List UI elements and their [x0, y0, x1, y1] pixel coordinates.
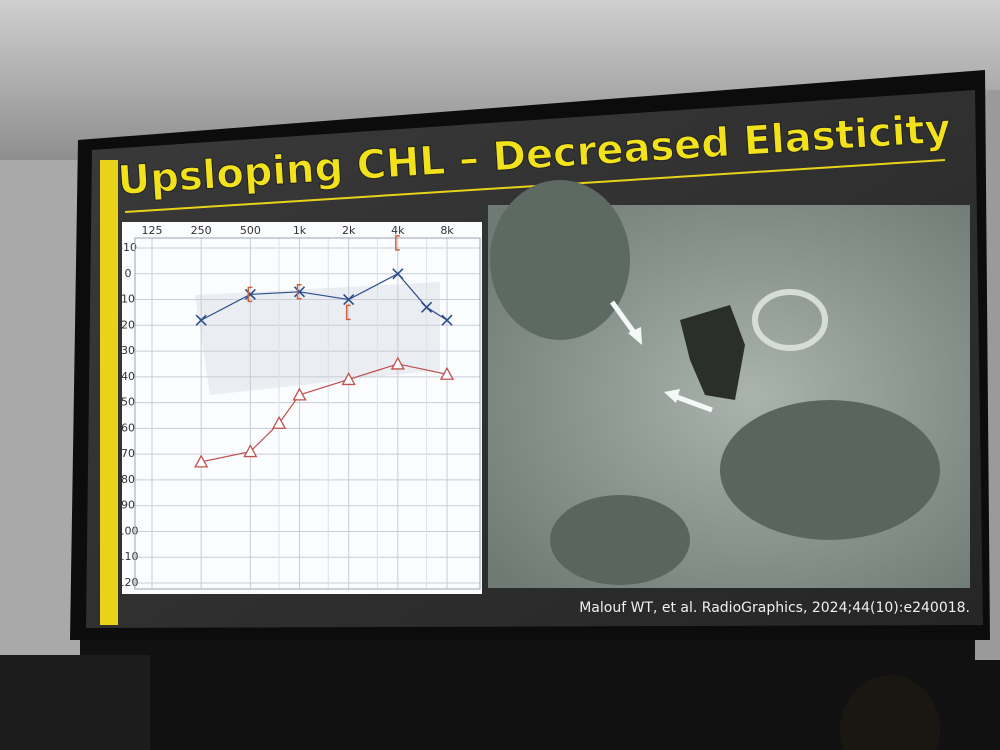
- arrow: [673, 393, 713, 413]
- y-tick-label: 80: [121, 473, 135, 486]
- y-tick-label: 90: [121, 499, 135, 512]
- x-marker: [293, 286, 306, 298]
- ct-region: [490, 180, 630, 340]
- data-point: [395, 235, 400, 251]
- triangle-marker: [292, 387, 307, 401]
- data-point: [392, 268, 404, 280]
- x-marker: [343, 293, 355, 306]
- ct-region: [550, 495, 690, 585]
- data-point: [195, 314, 207, 326]
- y-tick-label: 0: [125, 267, 132, 280]
- triangle-marker: [243, 444, 258, 458]
- triangle-marker: [194, 454, 209, 468]
- y-tick-label: 40: [121, 370, 135, 383]
- x-tick-label: 8k: [440, 224, 454, 237]
- bracket-marker: [247, 286, 253, 303]
- y-tick-label: 100: [118, 524, 139, 537]
- data-point: [243, 444, 258, 458]
- data-point: [390, 356, 405, 370]
- x-marker: [441, 314, 453, 326]
- data-point: [194, 454, 209, 468]
- data-point: [271, 415, 287, 429]
- data-point: [293, 286, 306, 298]
- y-tick-label: 110: [118, 550, 139, 563]
- data-point: [341, 372, 356, 386]
- chart-panel: [122, 222, 482, 594]
- bracket-marker: [345, 304, 351, 321]
- ct-cavity: [680, 305, 745, 400]
- x-tick-label: 2k: [342, 224, 356, 237]
- audience-head: [840, 675, 940, 750]
- y-tick-label: 10: [121, 293, 135, 306]
- x-marker: [421, 301, 433, 313]
- triangle-marker: [271, 415, 287, 429]
- data-point: [421, 301, 433, 313]
- plot-frame: [134, 237, 481, 590]
- data-point: [292, 387, 307, 401]
- y-tick-label: 20: [121, 318, 135, 331]
- bracket-marker: [395, 235, 400, 251]
- ct-region: [720, 400, 940, 540]
- x-tick-label: 250: [191, 224, 212, 237]
- x-marker: [195, 314, 207, 326]
- y-tick-label: 60: [121, 421, 135, 434]
- y-tick-label: 70: [121, 447, 135, 460]
- x-marker: [392, 268, 404, 280]
- data-point: [345, 304, 351, 321]
- data-point: [247, 286, 253, 303]
- arrow-head: [664, 389, 680, 403]
- y-tick-label: 50: [121, 396, 135, 409]
- arrow-head: [628, 327, 642, 345]
- y-tick-label: -10: [119, 241, 137, 254]
- data-point: [343, 293, 355, 306]
- triangle-marker: [341, 372, 356, 386]
- data-point: [441, 314, 453, 326]
- accent-bar: [100, 160, 118, 625]
- data-point: [244, 288, 256, 300]
- audiogram: -10 0 10 20 30 40 50 60 70 80 90 100 110 120 125 250 500…: [118, 224, 481, 590]
- x-tick-label: 125: [142, 224, 163, 237]
- y-tick-label: 30: [121, 344, 135, 357]
- citation: Malouf WT, et al. RadioGraphics, 2024;44…: [579, 600, 970, 616]
- x-tick-label: 500: [240, 224, 261, 237]
- triangle-marker: [439, 366, 455, 380]
- x-tick-label: 1k: [293, 224, 307, 237]
- bracket-marker: [296, 284, 302, 300]
- projector: [0, 655, 150, 750]
- wall: [0, 160, 80, 660]
- speech-area: [195, 282, 440, 395]
- triangle-marker: [390, 356, 405, 370]
- y-tick-label: 120: [118, 576, 139, 589]
- x-marker: [244, 288, 256, 300]
- x-tick-label: 4k: [391, 224, 405, 237]
- data-point: [439, 366, 455, 380]
- data-point: [296, 284, 302, 300]
- ct-structure: [752, 289, 828, 351]
